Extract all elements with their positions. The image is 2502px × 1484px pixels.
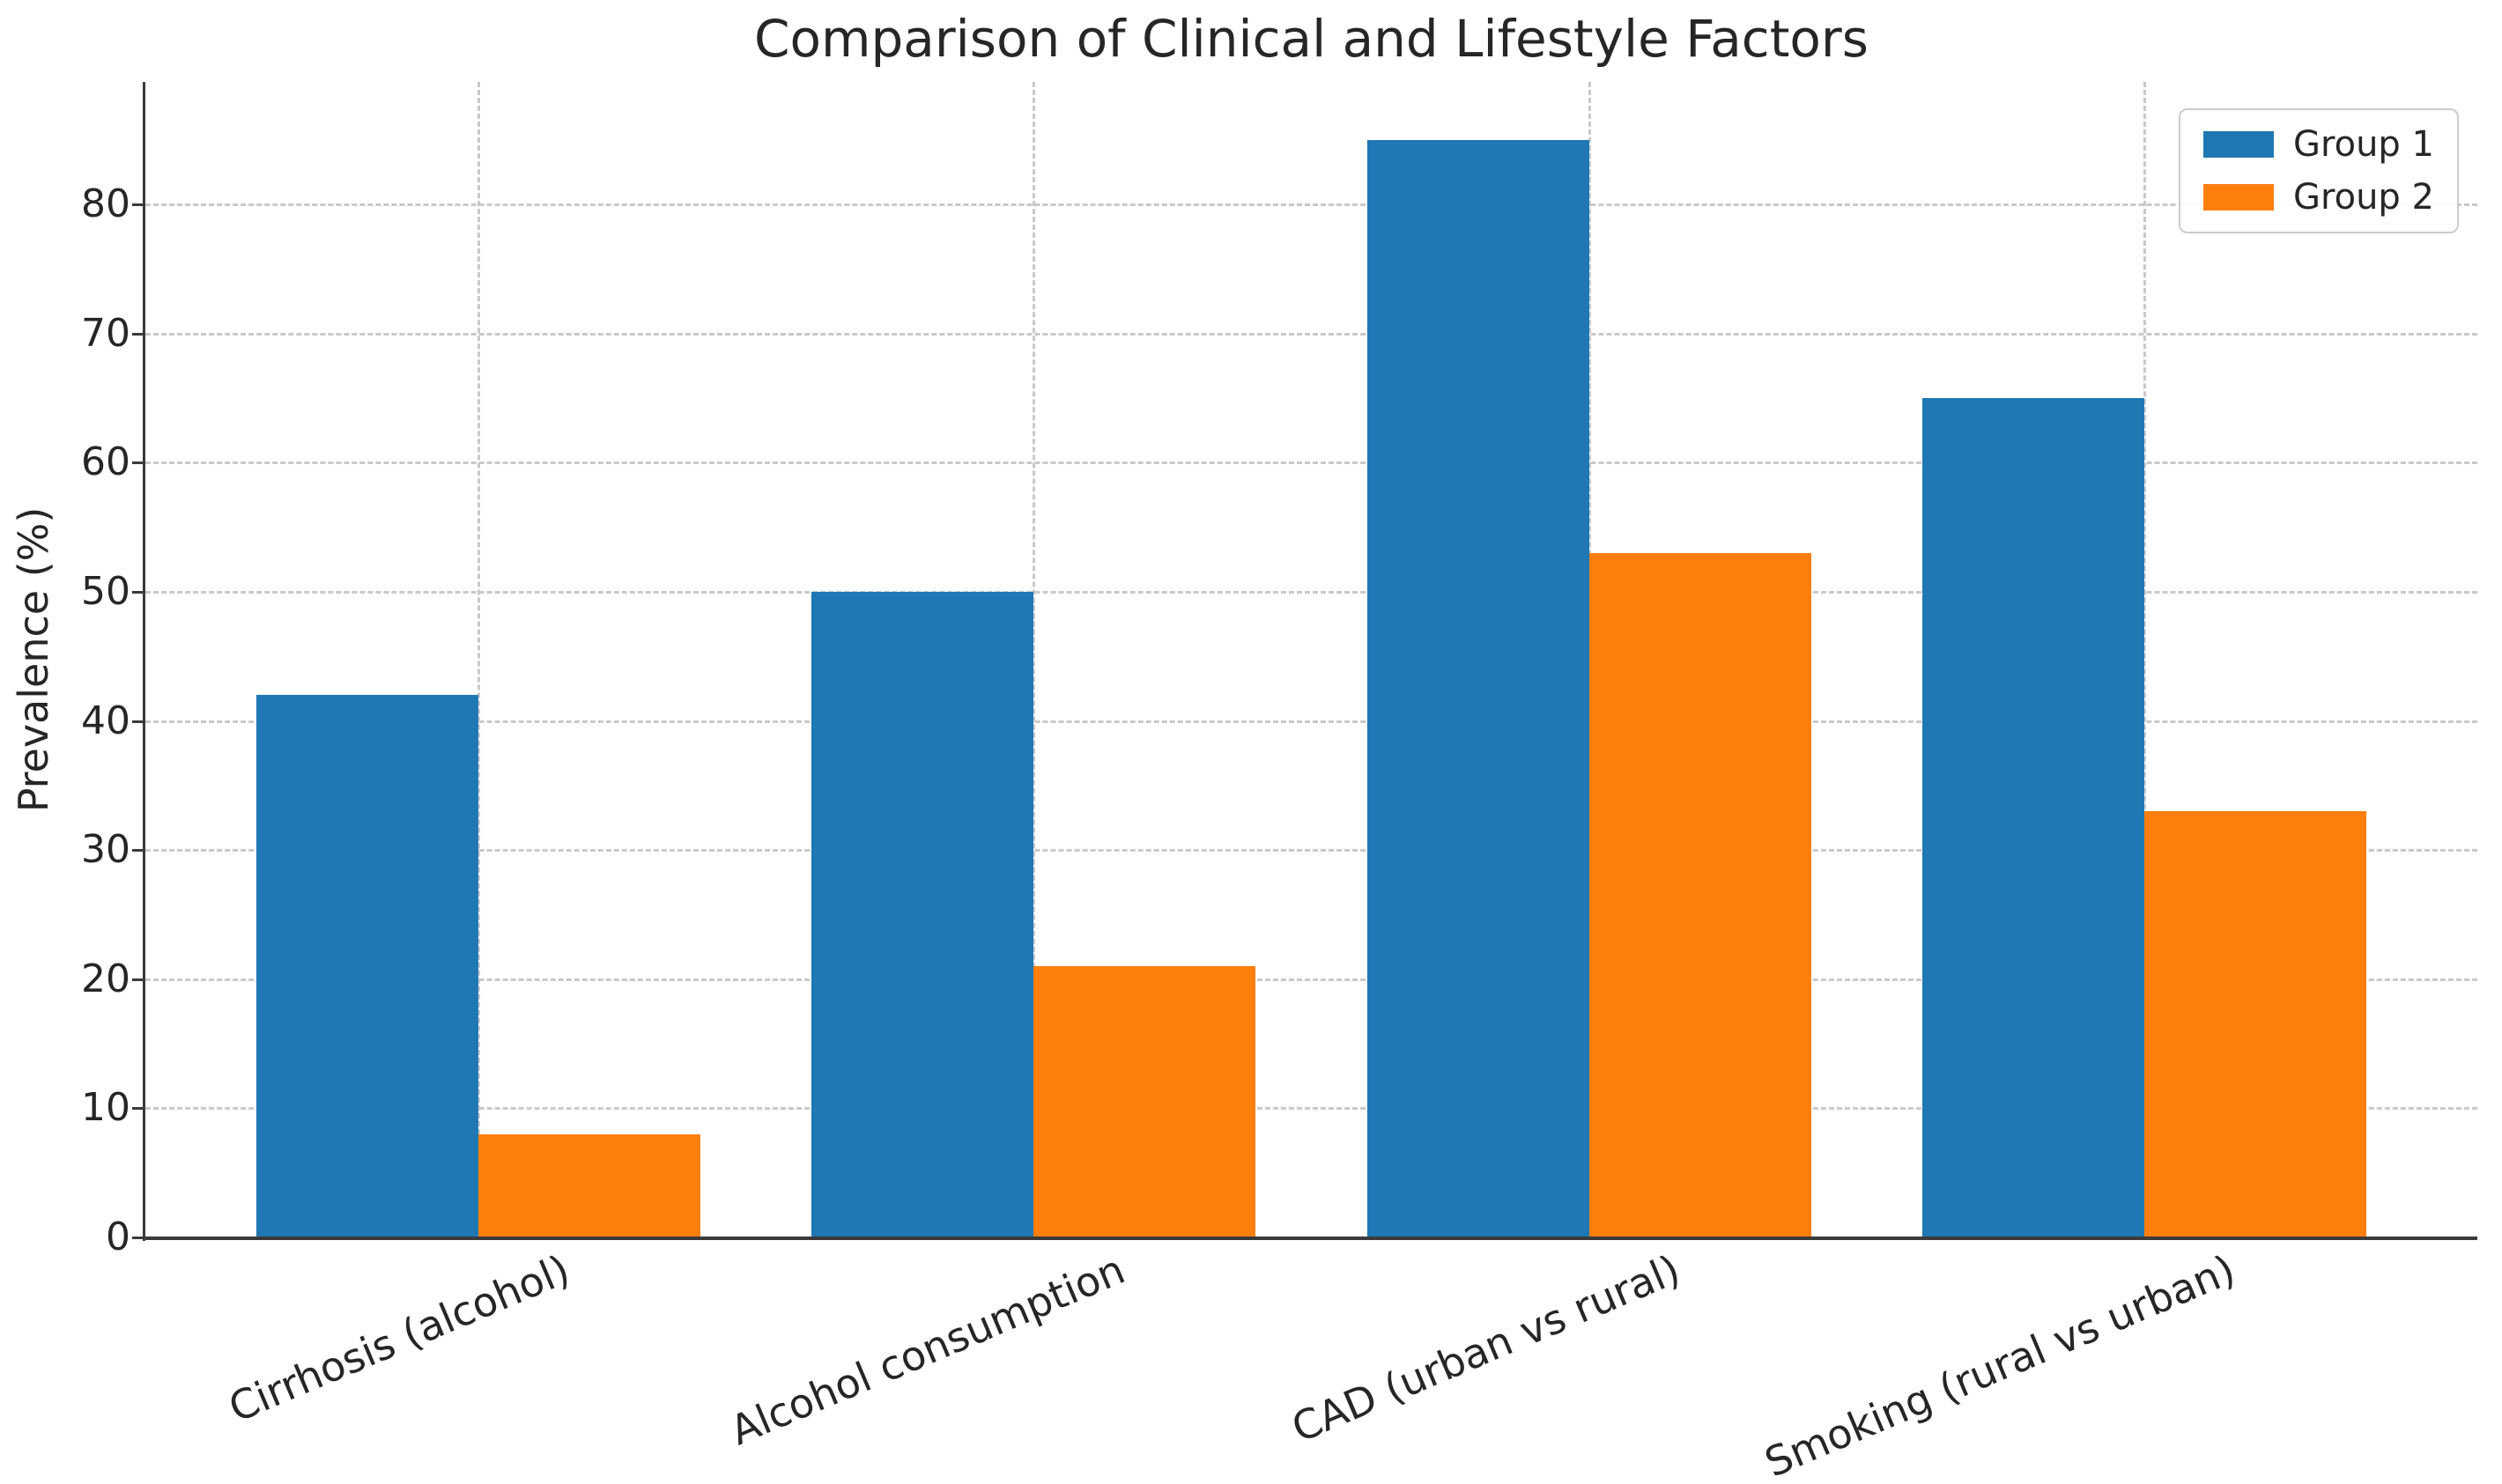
gridline-horizontal [145,849,2477,853]
bar-group-1-cad-urban-vs-rural [1366,139,1589,1237]
y-axis-label: Prevalence (%) [10,506,57,813]
legend-label-group-2: Group 2 [2293,177,2434,218]
y-tick-label: 50 [81,569,130,615]
y-tick-label: 0 [106,1215,130,1259]
legend-swatch-group-2 [2203,184,2275,210]
gridline-horizontal [145,591,2477,594]
y-tick [132,461,145,465]
y-tick [132,203,145,207]
bar-group-2-cirrhosis-alcohol [478,1133,701,1237]
gridline-vertical [1033,82,1036,1237]
bar-group-2-alcohol-consumption [1033,966,1256,1237]
x-tick-label: CAD (urban vs rural) [1284,1245,1687,1452]
gridline-horizontal [145,1107,2477,1111]
gridline-horizontal [145,461,2477,465]
legend: Group 1 Group 2 [2179,108,2459,233]
y-tick-label: 10 [81,1085,130,1131]
x-tick-label: Smoking (rural vs urban) [1758,1245,2242,1484]
y-tick [132,332,145,336]
y-tick [132,849,145,853]
y-tick [132,978,145,981]
gridline-horizontal [145,203,2477,207]
y-tick [132,591,145,594]
legend-item-group-1: Group 1 [2203,124,2434,165]
gridline-horizontal [145,720,2477,723]
y-tick-label: 60 [81,439,130,485]
y-tick [132,1107,145,1111]
bar-group-1-smoking-rural-vs-urban [1921,398,2144,1237]
legend-label-group-1: Group 1 [2293,124,2434,165]
bar-group-1-cirrhosis-alcohol [256,695,479,1237]
y-tick-label: 40 [81,698,130,743]
x-tick-label: Cirrhosis (alcohol) [221,1245,577,1432]
y-tick-label: 80 [81,181,130,227]
x-tick-label: Alcohol consumption [723,1245,1132,1455]
legend-item-group-2: Group 2 [2203,177,2434,218]
y-tick-label: 70 [81,310,130,356]
chart-title: Comparison of Clinical and Lifestyle Fac… [754,9,1869,69]
y-tick [132,720,145,723]
gridline-vertical [477,82,481,1237]
gridline-horizontal [145,978,2477,981]
y-axis-spine [143,82,145,1241]
gridline-horizontal [145,332,2477,336]
y-tick-label: 30 [81,827,130,873]
bar-group-2-smoking-rural-vs-urban [2143,811,2366,1237]
y-tick [132,1237,145,1239]
bar-group-2-cad-urban-vs-rural [1588,553,1811,1237]
gridline-vertical [2143,82,2146,1237]
y-tick-label: 20 [81,956,130,1001]
legend-swatch-group-1 [2203,131,2275,158]
bar-group-1-alcohol-consumption [811,592,1034,1237]
x-axis-spine [143,1237,2477,1240]
